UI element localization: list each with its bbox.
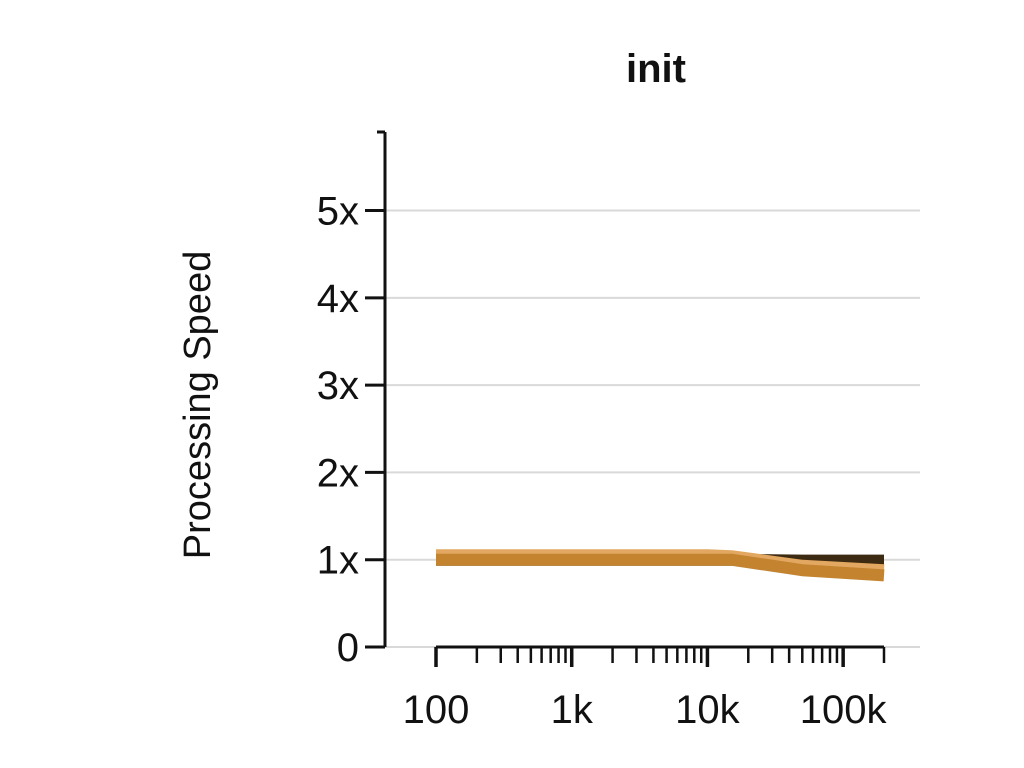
x-ticks: 100 1k 10k 100k bbox=[403, 647, 888, 732]
x-tick-label-3: 100k bbox=[800, 688, 888, 732]
y-tick-label-3: 3x bbox=[317, 364, 359, 408]
series-lines bbox=[436, 549, 885, 582]
y-tick-label-5: 5x bbox=[317, 190, 359, 234]
x-tick-label-2: 10k bbox=[675, 688, 740, 732]
y-tick-label-1: 1x bbox=[317, 539, 359, 583]
y-tick-label-2: 2x bbox=[317, 451, 359, 495]
y-axis-label: Processing Speed bbox=[177, 251, 219, 559]
y-tick-label-4: 4x bbox=[317, 277, 359, 321]
chart-title: init bbox=[626, 47, 686, 91]
series-line-2 bbox=[436, 553, 885, 582]
y-ticks: 0 1x 2x 3x 4x 5x bbox=[317, 190, 385, 670]
y-tick-label-0: 0 bbox=[337, 626, 359, 670]
gridlines bbox=[385, 209, 920, 648]
x-tick-label-1: 1k bbox=[551, 688, 594, 732]
x-tick-label-0: 100 bbox=[403, 688, 470, 732]
